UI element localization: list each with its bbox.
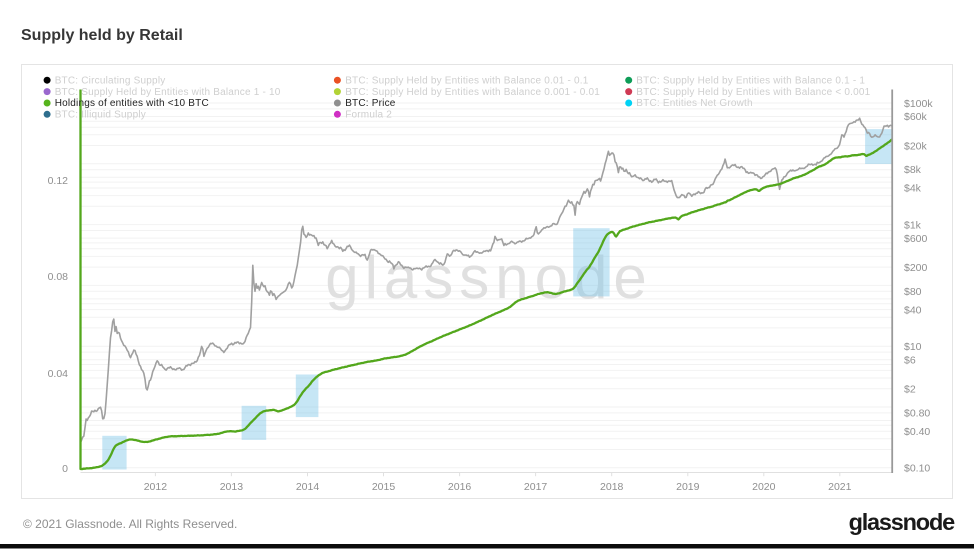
svg-text:BTC: Supply Held by Entities w: BTC: Supply Held by Entities with Balanc… — [55, 87, 281, 98]
svg-text:BTC: Circulating Supply: BTC: Circulating Supply — [55, 75, 166, 86]
svg-text:BTC: Price: BTC: Price — [345, 98, 396, 109]
svg-text:2014: 2014 — [296, 481, 320, 493]
svg-text:$1k: $1k — [904, 219, 922, 231]
svg-text:BTC: Supply Held by Entities w: BTC: Supply Held by Entities with Balanc… — [345, 87, 600, 98]
svg-text:$60k: $60k — [904, 111, 928, 123]
svg-text:$200: $200 — [904, 262, 928, 274]
svg-text:Supply held by Retail: Supply held by Retail — [21, 27, 183, 44]
svg-text:$8k: $8k — [904, 164, 922, 176]
svg-text:0: 0 — [62, 463, 68, 475]
svg-text:glassnode: glassnode — [849, 509, 956, 535]
svg-text:$10: $10 — [904, 341, 922, 353]
svg-text:2016: 2016 — [448, 481, 472, 493]
svg-text:$6: $6 — [904, 355, 916, 367]
svg-text:BTC: Illiquid Supply: BTC: Illiquid Supply — [55, 110, 146, 121]
svg-text:$0.10: $0.10 — [904, 463, 930, 475]
svg-text:$4k: $4k — [904, 182, 922, 194]
svg-text:2017: 2017 — [524, 481, 548, 493]
svg-text:$0.40: $0.40 — [904, 426, 930, 438]
svg-text:$2: $2 — [904, 384, 916, 396]
svg-text:BTC: Entities Net Growth: BTC: Entities Net Growth — [636, 98, 753, 109]
svg-text:BTC: Supply Held by Entities w: BTC: Supply Held by Entities with Balanc… — [636, 87, 870, 98]
svg-text:$40: $40 — [904, 304, 922, 316]
svg-text:2013: 2013 — [220, 481, 244, 493]
svg-text:© 2021 Glassnode. All Rights R: © 2021 Glassnode. All Rights Reserved. — [23, 517, 237, 531]
svg-text:BTC: Supply Held by Entities w: BTC: Supply Held by Entities with Balanc… — [636, 75, 865, 86]
svg-text:BTC: Supply Held by Entities w: BTC: Supply Held by Entities with Balanc… — [345, 75, 589, 86]
svg-text:glassnode: glassnode — [325, 244, 653, 311]
svg-text:Holdings of entities with <10: Holdings of entities with <10 BTC — [55, 98, 209, 109]
svg-text:$20k: $20k — [904, 140, 928, 152]
svg-text:2021: 2021 — [828, 481, 852, 493]
svg-text:$80: $80 — [904, 286, 922, 298]
svg-text:0.12: 0.12 — [48, 175, 69, 187]
svg-text:0.04: 0.04 — [48, 368, 69, 380]
svg-text:2012: 2012 — [144, 481, 168, 493]
svg-text:2018: 2018 — [600, 481, 624, 493]
svg-text:Formula 2: Formula 2 — [345, 110, 392, 121]
svg-text:2019: 2019 — [676, 481, 700, 493]
svg-text:$600: $600 — [904, 233, 928, 245]
svg-text:2020: 2020 — [752, 481, 776, 493]
svg-text:$100k: $100k — [904, 98, 933, 110]
svg-text:0.08: 0.08 — [48, 271, 69, 283]
svg-text:$0.80: $0.80 — [904, 408, 930, 420]
svg-text:2015: 2015 — [372, 481, 396, 493]
